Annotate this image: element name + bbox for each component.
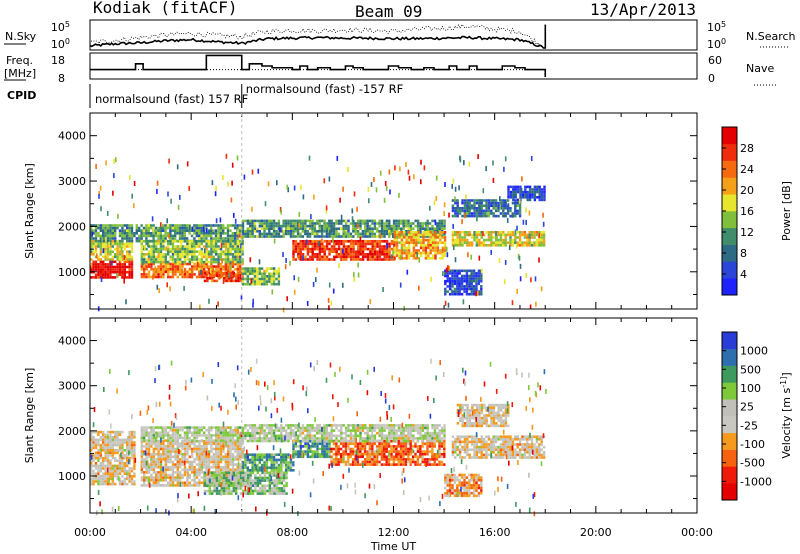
velocity-ytick-label-2: 3000 bbox=[58, 380, 86, 393]
noise-panel-frame bbox=[89, 19, 698, 51]
velocity-colorbar-label-0: -1000 bbox=[740, 475, 772, 488]
velocity-ylabel: Slant Range [km] bbox=[23, 368, 36, 464]
velocity-data-cells bbox=[90, 358, 547, 517]
nave-tick-high: 60 bbox=[708, 54, 722, 67]
power-colorbar-swatch-9 bbox=[722, 127, 737, 145]
time-tick-label-6: 00:00 bbox=[681, 526, 713, 539]
power-data-cells bbox=[90, 153, 546, 313]
freq-left-label-2: [MHz] bbox=[4, 67, 36, 80]
velocity-colorbar-swatch-7 bbox=[722, 365, 737, 383]
velocity-colorbar-swatch-2 bbox=[722, 449, 737, 467]
power-ytick-label-3: 4000 bbox=[58, 130, 86, 143]
power-colorbar-label-2: 12 bbox=[740, 226, 754, 239]
power-colorbar-label-1: 8 bbox=[740, 247, 747, 260]
noise-left-tick-0: 105 bbox=[51, 20, 70, 34]
velocity-colorbar-swatch-9 bbox=[722, 332, 737, 350]
velocity-ytick-label-1: 2000 bbox=[58, 425, 86, 438]
power-panel-bg bbox=[90, 113, 697, 309]
velocity-colorbar-swatch-3 bbox=[722, 432, 737, 450]
time-tick-label-5: 20:00 bbox=[580, 526, 612, 539]
time-tick-label-2: 08:00 bbox=[276, 526, 308, 539]
velocity-colorbar-label-2: -100 bbox=[740, 438, 765, 451]
cpid-segment-1: normalsound (fast) -157 RF bbox=[246, 82, 403, 96]
station-title: Kodiak (fitACF) bbox=[93, 0, 238, 17]
velocity-ytick-label-0: 1000 bbox=[58, 470, 86, 483]
power-colorbar-label-5: 24 bbox=[740, 163, 754, 176]
velocity-colorbar-swatch-6 bbox=[722, 382, 737, 400]
time-tick-label-0: 00:00 bbox=[74, 526, 106, 539]
date-title: 13/Apr/2013 bbox=[590, 0, 696, 19]
power-colorbar-title: Power [dB] bbox=[780, 181, 793, 241]
power-colorbar-label-3: 16 bbox=[740, 205, 754, 218]
power-ytick-label-0: 1000 bbox=[58, 266, 86, 279]
cpid-label: CPID bbox=[7, 89, 36, 102]
freq-tick-low: 8 bbox=[58, 72, 65, 85]
velocity-colorbar-label-3: -25 bbox=[740, 419, 758, 432]
velocity-colorbar-title: Velocity [m s-1]] bbox=[779, 372, 793, 458]
power-colorbar-swatch-0 bbox=[722, 278, 737, 296]
time-tick-label-3: 12:00 bbox=[378, 526, 410, 539]
time-tick-label-1: 04:00 bbox=[175, 526, 207, 539]
power-ytick-label-2: 3000 bbox=[58, 175, 86, 188]
noise-right-tick-0: 105 bbox=[707, 20, 726, 34]
velocity-ytick-label-3: 4000 bbox=[58, 335, 86, 348]
power-colorbar-swatch-7 bbox=[722, 160, 737, 178]
freq-tick-high: 18 bbox=[51, 54, 65, 67]
freq-series bbox=[90, 54, 547, 77]
power-colorbar-swatch-4 bbox=[722, 211, 737, 229]
power-colorbar-swatch-6 bbox=[722, 177, 737, 195]
velocity-colorbar-swatch-1 bbox=[722, 466, 737, 484]
time-tick-label-4: 16:00 bbox=[479, 526, 511, 539]
velocity-colorbar-label-6: 500 bbox=[740, 363, 761, 376]
velocity-colorbar-swatch-5 bbox=[722, 399, 737, 417]
freq-panel-frame bbox=[89, 52, 698, 80]
velocity-colorbar-label-4: 25 bbox=[740, 401, 754, 414]
noise-right-label: N.Search bbox=[746, 30, 796, 43]
velocity-colorbar-swatch-4 bbox=[722, 416, 737, 434]
velocity-colorbar-label-7: 1000 bbox=[740, 345, 768, 358]
power-colorbar-swatch-8 bbox=[722, 143, 737, 161]
noise-series-solid bbox=[89, 24, 547, 49]
beam-title: Beam 09 bbox=[355, 2, 423, 21]
power-ylabel: Slant Range [km] bbox=[23, 163, 36, 259]
power-colorbar-label-0: 4 bbox=[740, 268, 747, 281]
freq-left-label-1: Freq. bbox=[6, 54, 33, 67]
power-colorbar-swatch-1 bbox=[722, 261, 737, 279]
velocity-colorbar-label-5: 100 bbox=[740, 382, 761, 395]
cpid-segment-0: normalsound (fast) 157 RF bbox=[95, 92, 248, 106]
power-colorbar-label-4: 20 bbox=[740, 184, 754, 197]
power-colorbar-label-6: 28 bbox=[740, 142, 754, 155]
velocity-colorbar-swatch-0 bbox=[722, 483, 737, 501]
power-colorbar-swatch-2 bbox=[722, 244, 737, 262]
power-ytick-label-1: 2000 bbox=[58, 220, 86, 233]
noise-left-label: N.Sky bbox=[5, 30, 37, 43]
power-colorbar-swatch-5 bbox=[722, 194, 737, 212]
velocity-colorbar-frame bbox=[721, 331, 738, 501]
nave-tick-low: 0 bbox=[708, 72, 715, 85]
velocity-colorbar-swatch-8 bbox=[722, 348, 737, 366]
noise-left-tick-1: 100 bbox=[51, 37, 70, 51]
noise-right-tick-1: 100 bbox=[707, 37, 726, 51]
velocity-colorbar-label-1: -500 bbox=[740, 457, 765, 470]
power-colorbar-swatch-3 bbox=[722, 227, 737, 245]
noise-series-dotted bbox=[89, 23, 546, 49]
time-axis-label: Time UT bbox=[370, 540, 416, 553]
nave-label: Nave bbox=[746, 62, 774, 75]
